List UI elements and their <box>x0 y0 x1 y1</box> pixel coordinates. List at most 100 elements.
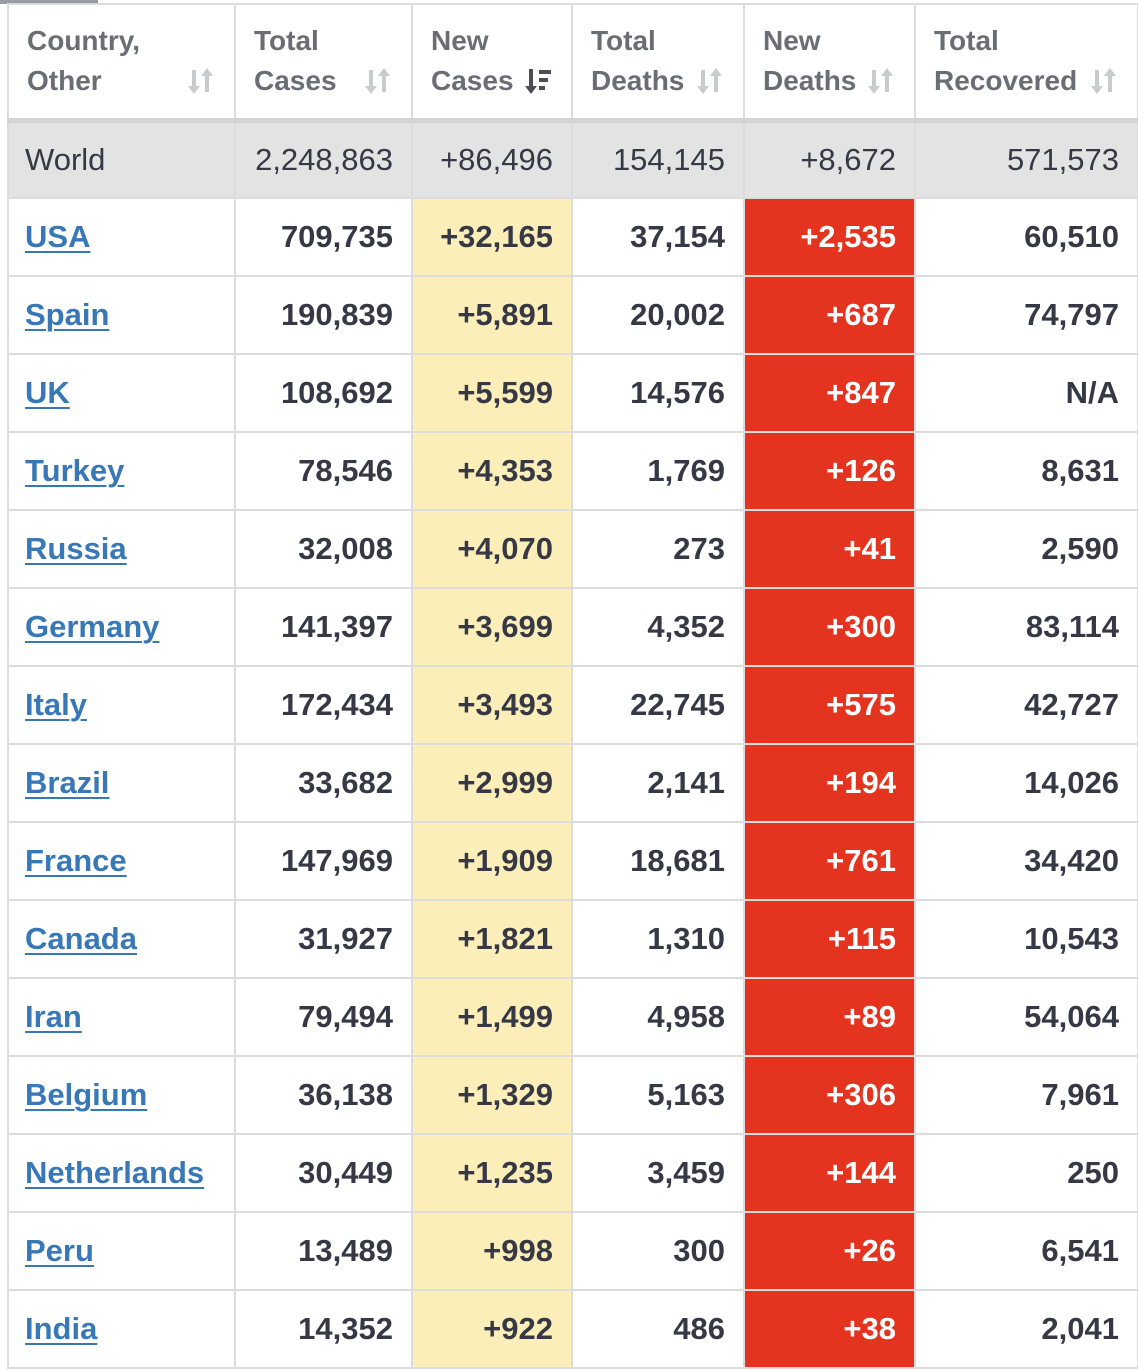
new-cases-cell: +922 <box>411 1289 573 1369</box>
total-cases-cell: 79,494 <box>234 977 413 1057</box>
table-row: Italy 172,434 +3,493 22,745 +575 42,727 <box>7 665 1138 745</box>
total-deaths-cell: 1,310 <box>571 899 745 979</box>
total-cases-cell: 78,546 <box>234 431 413 511</box>
sort-neutral-icon[interactable] <box>695 66 725 96</box>
new-cases-cell: +3,699 <box>411 587 573 667</box>
total-recovered-cell: 2,590 <box>914 509 1138 589</box>
country-link[interactable]: Brazil <box>25 765 110 800</box>
header-new-cases[interactable]: New Cases <box>411 3 573 123</box>
header-total-recovered-label: Total Recovered <box>934 25 1078 97</box>
table-row: USA 709,735 +32,165 37,154 +2,535 60,510 <box>7 197 1138 277</box>
total-recovered-cell: N/A <box>914 353 1138 433</box>
total-deaths-cell: 2,141 <box>571 743 745 823</box>
country-link[interactable]: Netherlands <box>25 1155 205 1190</box>
new-cases-cell: +1,235 <box>411 1133 573 1213</box>
header-new-deaths[interactable]: New Deaths <box>743 3 916 123</box>
new-deaths-cell: +687 <box>743 275 916 355</box>
total-recovered-cell: 2,041 <box>914 1289 1138 1369</box>
header-total-cases[interactable]: Total Cases <box>234 3 413 123</box>
world-new-cases-cell: +86,496 <box>411 119 573 199</box>
table-row: Netherlands 30,449 +1,235 3,459 +144 250 <box>7 1133 1138 1213</box>
country-cell: Spain <box>7 275 236 355</box>
total-recovered-cell: 54,064 <box>914 977 1138 1057</box>
total-cases-cell: 33,682 <box>234 743 413 823</box>
total-cases-cell: 108,692 <box>234 353 413 433</box>
total-recovered-cell: 250 <box>914 1133 1138 1213</box>
covid-stats-table: Country, Other Total Cases <box>7 3 1138 1369</box>
country-link[interactable]: Italy <box>25 687 88 722</box>
new-cases-cell: +3,493 <box>411 665 573 745</box>
table-row: Canada 31,927 +1,821 1,310 +115 10,543 <box>7 899 1138 979</box>
new-cases-cell: +5,599 <box>411 353 573 433</box>
country-cell: USA <box>7 197 236 277</box>
sort-neutral-icon[interactable] <box>866 66 896 96</box>
country-link[interactable]: Spain <box>25 297 110 332</box>
country-link[interactable]: India <box>25 1311 98 1346</box>
new-deaths-cell: +26 <box>743 1211 916 1291</box>
total-recovered-cell: 7,961 <box>914 1055 1138 1135</box>
sort-descending-icon[interactable] <box>523 66 553 96</box>
total-recovered-cell: 6,541 <box>914 1211 1138 1291</box>
header-new-deaths-label: New Deaths <box>763 25 857 97</box>
country-link[interactable]: Peru <box>25 1233 94 1268</box>
total-cases-cell: 31,927 <box>234 899 413 979</box>
header-new-cases-label: New Cases <box>431 25 514 97</box>
total-cases-cell: 32,008 <box>234 509 413 589</box>
new-deaths-cell: +2,535 <box>743 197 916 277</box>
country-cell: Russia <box>7 509 236 589</box>
world-total-deaths-cell: 154,145 <box>571 119 745 199</box>
total-deaths-cell: 1,769 <box>571 431 745 511</box>
new-deaths-cell: +300 <box>743 587 916 667</box>
table-row: Iran 79,494 +1,499 4,958 +89 54,064 <box>7 977 1138 1057</box>
total-deaths-cell: 3,459 <box>571 1133 745 1213</box>
top-tab-indicator <box>0 0 98 4</box>
country-cell: Turkey <box>7 431 236 511</box>
country-link[interactable]: UK <box>25 375 70 410</box>
country-link[interactable]: Turkey <box>25 453 125 488</box>
total-deaths-cell: 273 <box>571 509 745 589</box>
total-deaths-cell: 486 <box>571 1289 745 1369</box>
country-cell: France <box>7 821 236 901</box>
table-row: Turkey 78,546 +4,353 1,769 +126 8,631 <box>7 431 1138 511</box>
country-cell: Germany <box>7 587 236 667</box>
sort-neutral-icon[interactable] <box>186 66 216 96</box>
new-deaths-cell: +126 <box>743 431 916 511</box>
total-deaths-cell: 5,163 <box>571 1055 745 1135</box>
country-cell: Netherlands <box>7 1133 236 1213</box>
header-total-deaths-label: Total Deaths <box>591 25 685 97</box>
country-link[interactable]: USA <box>25 219 91 254</box>
table-row: Belgium 36,138 +1,329 5,163 +306 7,961 <box>7 1055 1138 1135</box>
sort-neutral-icon[interactable] <box>1089 66 1119 96</box>
world-total-recovered-cell: 571,573 <box>914 119 1138 199</box>
country-link[interactable]: Russia <box>25 531 127 566</box>
new-deaths-cell: +575 <box>743 665 916 745</box>
country-link[interactable]: Belgium <box>25 1077 148 1112</box>
header-total-deaths[interactable]: Total Deaths <box>571 3 745 123</box>
total-cases-cell: 14,352 <box>234 1289 413 1369</box>
header-total-recovered[interactable]: Total Recovered <box>914 3 1138 123</box>
header-total-cases-label: Total Cases <box>254 25 337 97</box>
country-link[interactable]: Germany <box>25 609 160 644</box>
table-row: Brazil 33,682 +2,999 2,141 +194 14,026 <box>7 743 1138 823</box>
total-deaths-cell: 300 <box>571 1211 745 1291</box>
country-link[interactable]: Canada <box>25 921 137 956</box>
header-row: Country, Other Total Cases <box>7 3 1138 123</box>
new-cases-cell: +2,999 <box>411 743 573 823</box>
sort-neutral-icon[interactable] <box>363 66 393 96</box>
total-cases-cell: 147,969 <box>234 821 413 901</box>
total-deaths-cell: 22,745 <box>571 665 745 745</box>
country-link[interactable]: France <box>25 843 127 878</box>
total-recovered-cell: 14,026 <box>914 743 1138 823</box>
new-deaths-cell: +761 <box>743 821 916 901</box>
world-total-cases-cell: 2,248,863 <box>234 119 413 199</box>
total-cases-cell: 141,397 <box>234 587 413 667</box>
header-country[interactable]: Country, Other <box>7 3 236 123</box>
header-country-label: Country, Other <box>27 25 141 97</box>
new-cases-cell: +1,909 <box>411 821 573 901</box>
country-link[interactable]: Iran <box>25 999 82 1034</box>
world-country-cell: World <box>7 119 236 199</box>
total-cases-cell: 190,839 <box>234 275 413 355</box>
new-cases-cell: +5,891 <box>411 275 573 355</box>
table-row: Germany 141,397 +3,699 4,352 +300 83,114 <box>7 587 1138 667</box>
table-row: India 14,352 +922 486 +38 2,041 <box>7 1289 1138 1369</box>
